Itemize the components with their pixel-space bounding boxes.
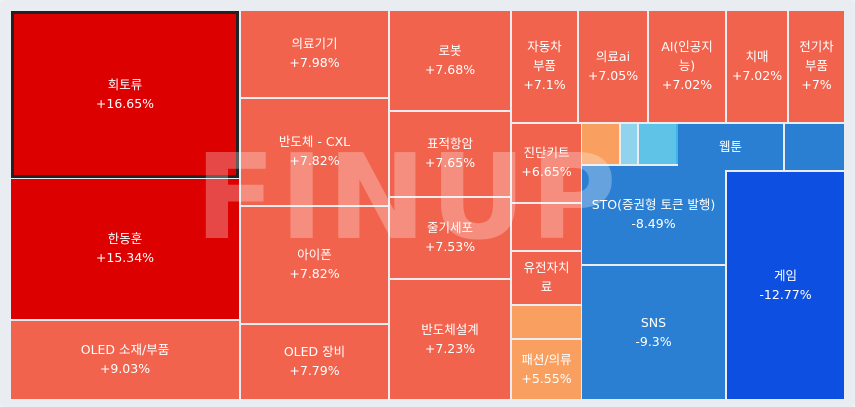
tile-change: +7.68%: [424, 61, 476, 77]
tile-name: 로봇: [438, 42, 462, 58]
treemap-tile[interactable]: 아이폰 +7.82%: [241, 207, 388, 323]
tile-change: +7.82%: [289, 153, 340, 168]
tile-name: 반도체설계: [421, 321, 479, 337]
tile-change: +7.79%: [289, 363, 340, 378]
tile-name: STO(증권형 토큰 발행): [591, 197, 716, 213]
tile-change: +7.82%: [289, 266, 340, 281]
tile-name: OLED 장비: [283, 344, 346, 360]
tile-name: 게임: [773, 267, 797, 283]
tile-change: +9.03%: [99, 361, 151, 376]
tile-change: +6.65%: [521, 164, 572, 179]
tile-name: AI(인공지 능): [661, 39, 713, 74]
treemap-tile[interactable]: 자동차 부품 +7.1%: [512, 11, 577, 122]
tile-name: OLED 소재/부품: [80, 342, 170, 358]
treemap-tile[interactable]: 전기차 부품 +7%: [789, 11, 844, 122]
tile-name: 패션/의류: [521, 351, 572, 367]
treemap-tile[interactable]: 웹툰: [678, 124, 783, 170]
treemap-tile[interactable]: SNS -9.3%: [582, 266, 725, 399]
tile-change: +7.05%: [587, 67, 639, 83]
treemap-tile[interactable]: 의료ai +7.05%: [579, 11, 647, 122]
tile-change: +15.34%: [95, 250, 155, 265]
treemap-tile[interactable]: OLED 장비 +7.79%: [241, 325, 388, 399]
tile-name: 웹툰: [718, 138, 742, 154]
treemap-tile[interactable]: [512, 306, 581, 338]
treemap-tile[interactable]: [582, 124, 619, 164]
treemap-tile[interactable]: [639, 124, 676, 164]
tile-name: 반도체 - CXL: [278, 134, 351, 150]
tile-change: +7.98%: [289, 55, 340, 70]
tile-name: 진단키트: [523, 145, 570, 161]
treemap-tile[interactable]: [512, 204, 581, 250]
tile-name: 자동차 부품: [527, 39, 562, 74]
treemap-tile[interactable]: 유전자치 료: [512, 252, 581, 304]
treemap-tile[interactable]: STO(증권형 토큰 발행) -8.49%: [582, 166, 725, 264]
tile-name: 회토류: [107, 76, 143, 92]
treemap-tile[interactable]: 반도체설계 +7.23%: [390, 280, 510, 399]
tile-change: +7.02%: [731, 67, 783, 83]
tile-name: SNS: [640, 314, 667, 330]
tile-name: 줄기세포: [426, 220, 473, 236]
treemap-tile[interactable]: [785, 124, 844, 170]
tile-name: 전기차 부품: [799, 39, 834, 74]
treemap-tile[interactable]: 표적항암 +7.65%: [390, 112, 510, 196]
treemap-tile[interactable]: 치매 +7.02%: [727, 11, 787, 122]
tile-change: +7%: [801, 76, 832, 92]
tile-change: +7.53%: [424, 239, 476, 254]
tile-change: +16.65%: [95, 95, 155, 111]
tile-change: +5.55%: [521, 370, 572, 386]
treemap-tile[interactable]: 반도체 - CXL +7.82%: [241, 99, 388, 205]
tile-change: +7.23%: [424, 340, 476, 356]
tile-name: 한동훈: [107, 231, 143, 247]
tile-name: 유전자치 료: [523, 260, 570, 294]
tile-change: -12.77%: [759, 286, 812, 302]
treemap-tile[interactable]: 한동훈 +15.34%: [11, 179, 239, 319]
treemap-tile[interactable]: AI(인공지 능) +7.02%: [649, 11, 725, 122]
treemap-tile[interactable]: 게임 -12.77%: [727, 172, 844, 399]
tile-change: +7.02%: [661, 76, 713, 92]
tile-change: +7.65%: [424, 155, 476, 170]
treemap-tile[interactable]: 줄기세포 +7.53%: [390, 198, 510, 278]
treemap-tile[interactable]: OLED 소재/부품 +9.03%: [11, 321, 239, 399]
treemap-tile[interactable]: 로봇 +7.68%: [390, 11, 510, 110]
treemap-tile[interactable]: 패션/의류 +5.55%: [512, 340, 581, 399]
treemap-tile[interactable]: 진단키트 +6.65%: [512, 124, 581, 202]
tile-name: 아이폰: [297, 247, 332, 263]
tile-name: 의료ai: [595, 48, 631, 64]
tile-name: 표적항암: [426, 136, 473, 152]
tile-change: -9.3%: [635, 333, 672, 349]
treemap-tile[interactable]: 회토류 +16.65%: [11, 11, 239, 178]
tile-change: -8.49%: [631, 216, 676, 231]
treemap-tile[interactable]: [621, 124, 637, 164]
treemap-tile[interactable]: 의료기기 +7.98%: [241, 11, 388, 97]
tile-change: +7.1%: [523, 76, 566, 92]
tile-name: 치매: [745, 48, 769, 64]
tile-name: 의료기기: [291, 36, 338, 52]
